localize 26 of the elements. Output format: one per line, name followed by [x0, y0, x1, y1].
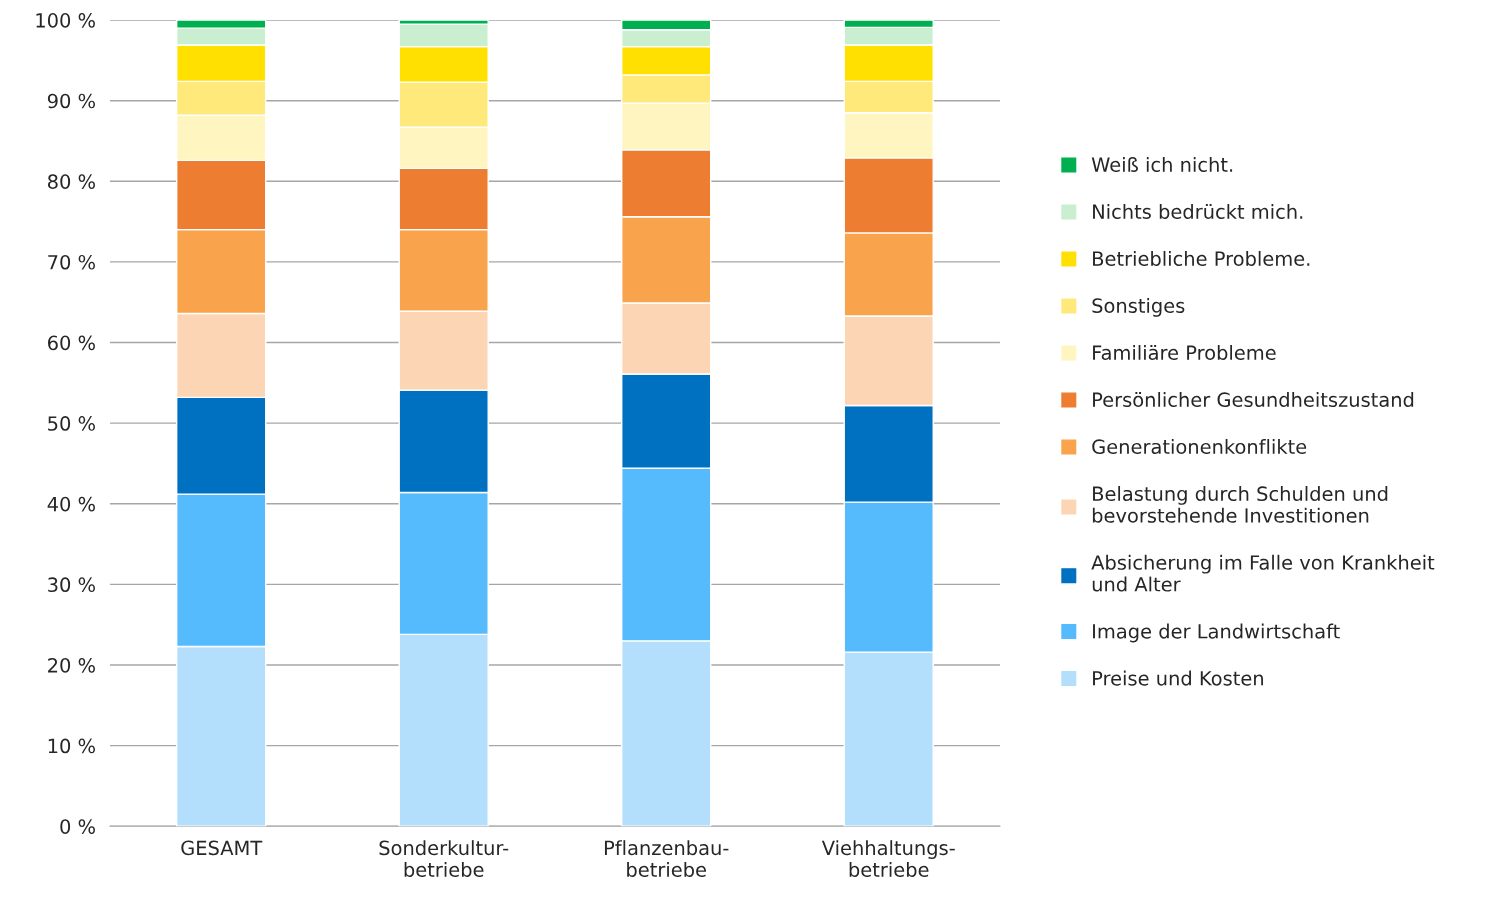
y-tick-label: 20 %: [48, 657, 95, 673]
legend-label: Absicherung im Falle von Krankheit und Alter: [1091, 554, 1435, 592]
x-tick-label: GESAMT: [181, 840, 263, 856]
legend-label: Weiß ich nicht.: [1091, 156, 1233, 172]
x-tick-label: Sonderkultur- betriebe: [379, 840, 509, 877]
legend-label: Generationenkonflikte: [1092, 439, 1307, 455]
y-tick-label: 30 %: [48, 577, 95, 593]
y-tick-label: 90 %: [47, 93, 95, 109]
legend-label: Persönlicher Gesundheitszustand: [1093, 391, 1414, 408]
y-tick-label: 40 %: [47, 496, 95, 512]
x-tick-label: Viehhaltungs- betriebe: [821, 840, 955, 877]
legend-label: Sonstiges: [1092, 297, 1185, 317]
y-tick-label: 60 %: [48, 335, 95, 351]
legend-label: Preise und Kosten: [1093, 670, 1263, 686]
legend-label: Familiäre Probleme: [1093, 344, 1276, 361]
y-tick-label: 0 %: [60, 819, 95, 834]
y-tick-label: 100 %: [36, 13, 95, 28]
legend-label: Image der Landwirtschaft: [1093, 623, 1340, 643]
legend-label: Nichts bedrückt mich.: [1093, 203, 1303, 219]
legend-label: Belastung durch Schulden und bevorstehende Investitionen: [1092, 486, 1388, 523]
y-tick-label: 70 %: [48, 254, 95, 270]
y-tick-label: 10 %: [48, 738, 95, 754]
y-tick-label: 50 %: [48, 416, 95, 431]
x-tick-label: Pflanzenbau- betriebe: [604, 840, 729, 877]
y-tick-label: 80 %: [47, 174, 95, 189]
legend-label: Betriebliche Probleme.: [1093, 250, 1310, 266]
